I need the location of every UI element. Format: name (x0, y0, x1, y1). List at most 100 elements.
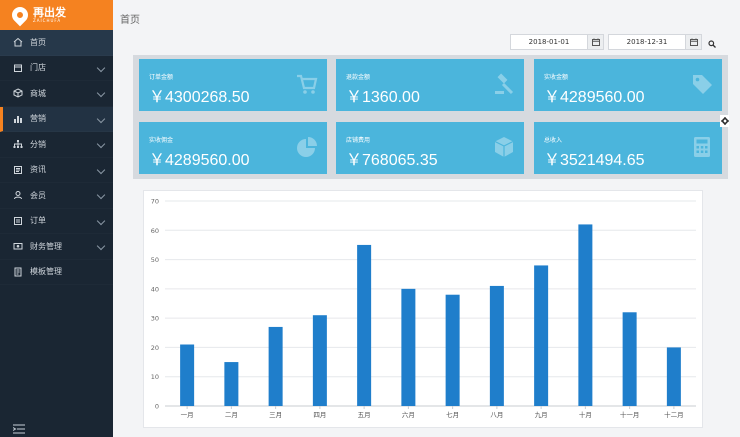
bar (357, 244, 372, 406)
y-tick-label: 40 (151, 285, 159, 293)
x-tick-label: 六月 (402, 410, 415, 419)
sidebar-item-orders[interactable]: 订单 (0, 209, 113, 235)
search-button[interactable] (705, 35, 719, 49)
x-tick-label: 十二月 (664, 410, 684, 419)
x-tick-label: 三月 (269, 411, 282, 419)
sitemap-icon (13, 139, 23, 149)
chevron-down-icon (96, 88, 106, 98)
sidebar-item-label: 首页 (30, 37, 46, 47)
bar (224, 362, 239, 406)
stat-card-refund-amount: 退款金额 ￥1360.00 (336, 59, 524, 111)
bar (578, 224, 593, 406)
y-tick-label: 0 (155, 403, 159, 411)
template-icon (13, 267, 23, 277)
sidebar-item-templates[interactable]: 模板管理 (0, 260, 113, 286)
sidebar-item-marketing[interactable]: 营销 (0, 106, 113, 132)
collapse-menu-icon[interactable] (12, 419, 25, 434)
list-icon (13, 216, 23, 226)
pie-chart-icon (296, 136, 318, 158)
sidebar-item-label: 订单 (30, 216, 46, 226)
y-tick-label: 20 (151, 344, 159, 352)
sidebar-item-home[interactable]: 首页 (0, 30, 113, 56)
bar (445, 294, 460, 406)
calculator-icon (691, 136, 713, 158)
page-title: 首页 (120, 15, 140, 26)
stat-card-store-fee: 店铺费用 ￥768065.35 (336, 122, 524, 174)
sidebar-item-label: 营销 (30, 114, 46, 124)
end-date-value: 2018-12-31 (626, 38, 668, 46)
chevron-down-icon (96, 241, 106, 251)
stat-value: ￥1360.00 (346, 89, 420, 106)
sidebar-item-label: 商城 (30, 88, 46, 98)
x-tick-label: 七月 (446, 410, 459, 419)
y-tick-label: 60 (151, 227, 159, 235)
sidebar-item-label: 财务管理 (30, 241, 62, 251)
sidebar-item-distribution[interactable]: 分销 (0, 132, 113, 158)
x-tick-label: 一月 (181, 411, 194, 419)
start-date-value: 2018-01-01 (528, 38, 570, 46)
stat-label: 订单金额 (149, 74, 174, 81)
location-pin-icon (8, 3, 32, 27)
bar (180, 344, 195, 406)
cart-icon (296, 73, 318, 95)
brand-name: 再出发 (33, 6, 66, 19)
stat-card-commission: 实收佣金 ￥4289560.00 (139, 122, 327, 174)
sidebar-item-label: 模板管理 (30, 267, 62, 277)
bar (666, 347, 681, 406)
sidebar-item-store[interactable]: 门店 (0, 56, 113, 82)
sidebar-item-finance[interactable]: 财务管理 (0, 234, 113, 260)
y-tick-label: 10 (151, 373, 159, 381)
box-icon (493, 136, 515, 158)
start-date-field[interactable]: 2018-01-01 (510, 34, 604, 50)
stat-label: 店铺费用 (346, 137, 371, 144)
chart-bar-icon (13, 114, 23, 124)
bar (622, 312, 637, 406)
sidebar-item-member[interactable]: 会员 (0, 183, 113, 209)
stats-panel: 订单金额 ￥4300268.50 退款金额 ￥1360.00 实收金额 ￥428… (133, 55, 728, 179)
bar (489, 285, 504, 406)
chevron-down-icon (96, 190, 106, 200)
x-tick-label: 八月 (490, 411, 503, 419)
x-tick-label: 十一月 (620, 410, 640, 419)
news-icon (13, 165, 23, 175)
y-tick-label: 30 (151, 315, 159, 323)
stat-label: 退款金额 (346, 74, 371, 81)
brand-logo[interactable]: 再出发 ZAICHUFA (0, 0, 113, 30)
sidebar-item-label: 分销 (30, 139, 46, 149)
bar (312, 315, 327, 406)
sidebar-nav: 首页 门店 商城 营销 分销 (0, 30, 113, 285)
stat-card-received-amount: 实收金额 ￥4289560.00 (534, 59, 722, 111)
bar (401, 288, 416, 406)
chevron-down-icon (96, 114, 106, 123)
finance-icon (13, 241, 23, 251)
stat-label: 实收金额 (544, 74, 569, 81)
x-tick-label: 九月 (535, 410, 548, 419)
brand-subtitle: ZAICHUFA (33, 18, 62, 23)
stat-value: ￥3521494.65 (544, 152, 645, 169)
x-tick-label: 五月 (358, 411, 371, 419)
sidebar-item-label: 资讯 (30, 165, 46, 175)
bar (268, 326, 283, 406)
monthly-bar-chart: 0 10 20 30 40 50 60 70 一月 二月 三月 四月 五月 六月 七月 八月 九月 十月 十一月 十二… (143, 190, 703, 428)
chevron-down-icon (96, 63, 106, 72)
sidebar-item-news[interactable]: 资讯 (0, 158, 113, 184)
settings-gear-icon[interactable] (720, 115, 729, 127)
store-icon (13, 63, 23, 73)
sidebar-item-mall[interactable]: 商城 (0, 81, 113, 107)
user-icon (13, 190, 23, 200)
x-tick-label: 四月 (313, 411, 326, 419)
end-date-field[interactable]: 2018-12-31 (608, 34, 702, 50)
calendar-icon[interactable] (587, 35, 603, 49)
bar-chart-svg: 0 10 20 30 40 50 60 70 一月 二月 三月 四月 五月 六月 七月 八月 九月 十月 十一月 十二… (151, 198, 696, 419)
stat-card-order-amount: 订单金额 ￥4300268.50 (139, 59, 327, 111)
bar (534, 265, 549, 406)
sidebar-item-label: 门店 (30, 63, 46, 73)
stat-value: ￥4300268.50 (149, 89, 250, 106)
stat-label: 实收佣金 (149, 137, 174, 144)
stat-value: ￥4289560.00 (149, 152, 250, 169)
cube-icon (13, 88, 23, 98)
calendar-icon[interactable] (685, 35, 701, 49)
stat-value: ￥768065.35 (346, 152, 438, 169)
sidebar-item-label: 会员 (30, 190, 46, 200)
sidebar: 再出发 ZAICHUFA 首页 门店 商城 (0, 0, 113, 437)
